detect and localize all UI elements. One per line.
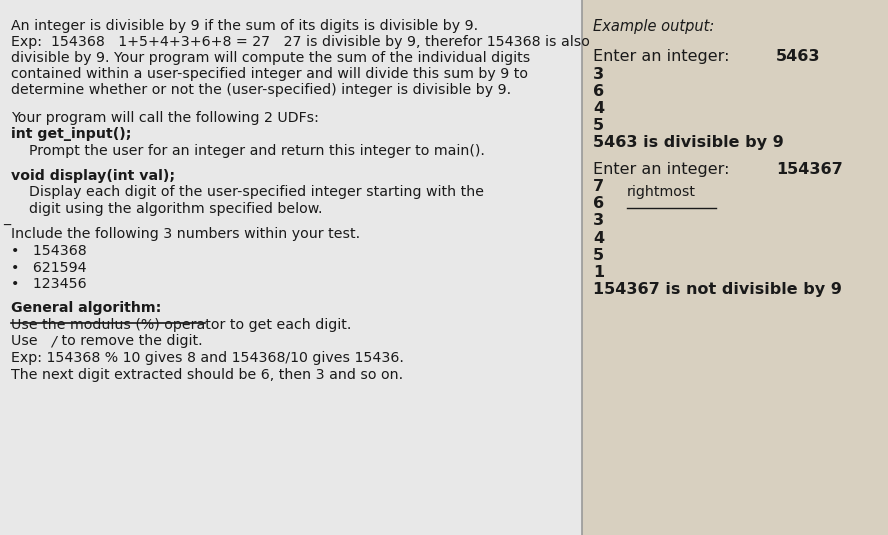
Text: int get_input();: int get_input(); — [11, 127, 131, 141]
Text: Display each digit of the user-specified integer starting with the: Display each digit of the user-specified… — [11, 185, 488, 199]
Text: Use the modulus (%) operator to get each digit.: Use the modulus (%) operator to get each… — [11, 318, 351, 332]
Text: 5: 5 — [593, 118, 605, 133]
Text: Include the following 3 numbers within your test.: Include the following 3 numbers within y… — [11, 227, 360, 241]
Text: Enter an integer:: Enter an integer: — [593, 49, 734, 64]
Text: 5463: 5463 — [776, 49, 821, 64]
Text: contained within a user-specified integer and will divide this sum by 9 to: contained within a user-specified intege… — [11, 67, 527, 81]
Text: to remove the digit.: to remove the digit. — [57, 334, 202, 348]
Text: 5: 5 — [593, 248, 605, 263]
Text: _: _ — [4, 212, 11, 226]
Text: The next digit extracted should be 6, then 3 and so on.: The next digit extracted should be 6, th… — [11, 368, 403, 381]
Text: •   154368: • 154368 — [11, 244, 86, 258]
Text: 1: 1 — [593, 265, 605, 280]
Text: 4: 4 — [593, 231, 605, 246]
Text: Your program will call the following 2 UDFs:: Your program will call the following 2 U… — [11, 111, 319, 125]
Text: void display(int val);: void display(int val); — [11, 169, 175, 182]
Text: determine whether or not the (user-specified) integer is divisible by 9.: determine whether or not the (user-speci… — [11, 83, 511, 97]
Text: 154367: 154367 — [776, 162, 843, 177]
Text: 4: 4 — [593, 101, 605, 116]
Text: •   621594: • 621594 — [11, 261, 86, 274]
Text: 7: 7 — [593, 179, 605, 194]
Text: Prompt the user for an integer and return this integer to main().: Prompt the user for an integer and retur… — [11, 144, 485, 158]
Text: 3: 3 — [593, 67, 605, 82]
Text: Exp:  154368   1+5+4+3+6+8 = 27   27 is divisible by 9, therefor 154368 is also: Exp: 154368 1+5+4+3+6+8 = 27 27 is divis… — [11, 35, 590, 49]
Text: /: / — [51, 334, 56, 348]
Text: General algorithm:: General algorithm: — [11, 301, 161, 315]
Bar — [0, 0, 582, 535]
Text: 154367 is not divisible by 9: 154367 is not divisible by 9 — [593, 282, 842, 297]
Bar — [582, 0, 888, 535]
Text: 5463 is divisible by 9: 5463 is divisible by 9 — [593, 135, 784, 150]
Text: digit using the algorithm specified below.: digit using the algorithm specified belo… — [11, 202, 322, 216]
Text: Use: Use — [11, 334, 42, 348]
Text: 6: 6 — [593, 84, 605, 99]
Text: rightmost: rightmost — [627, 185, 696, 199]
Text: •   123456: • 123456 — [11, 277, 86, 291]
Text: 6: 6 — [593, 196, 605, 211]
Text: Display each digit of the user-specified integer starting with the: Display each digit of the user-specified… — [0, 534, 1, 535]
Text: An integer is divisible by 9 if the sum of its digits is divisible by 9.: An integer is divisible by 9 if the sum … — [11, 19, 478, 33]
Text: Example output:: Example output: — [593, 19, 715, 34]
Text: Enter an integer:: Enter an integer: — [593, 162, 734, 177]
Text: 3: 3 — [593, 213, 605, 228]
Text: Exp: 154368 % 10 gives 8 and 154368/10 gives 15436.: Exp: 154368 % 10 gives 8 and 154368/10 g… — [11, 351, 403, 365]
Text: divisible by 9. Your program will compute the sum of the individual digits: divisible by 9. Your program will comput… — [11, 51, 530, 65]
